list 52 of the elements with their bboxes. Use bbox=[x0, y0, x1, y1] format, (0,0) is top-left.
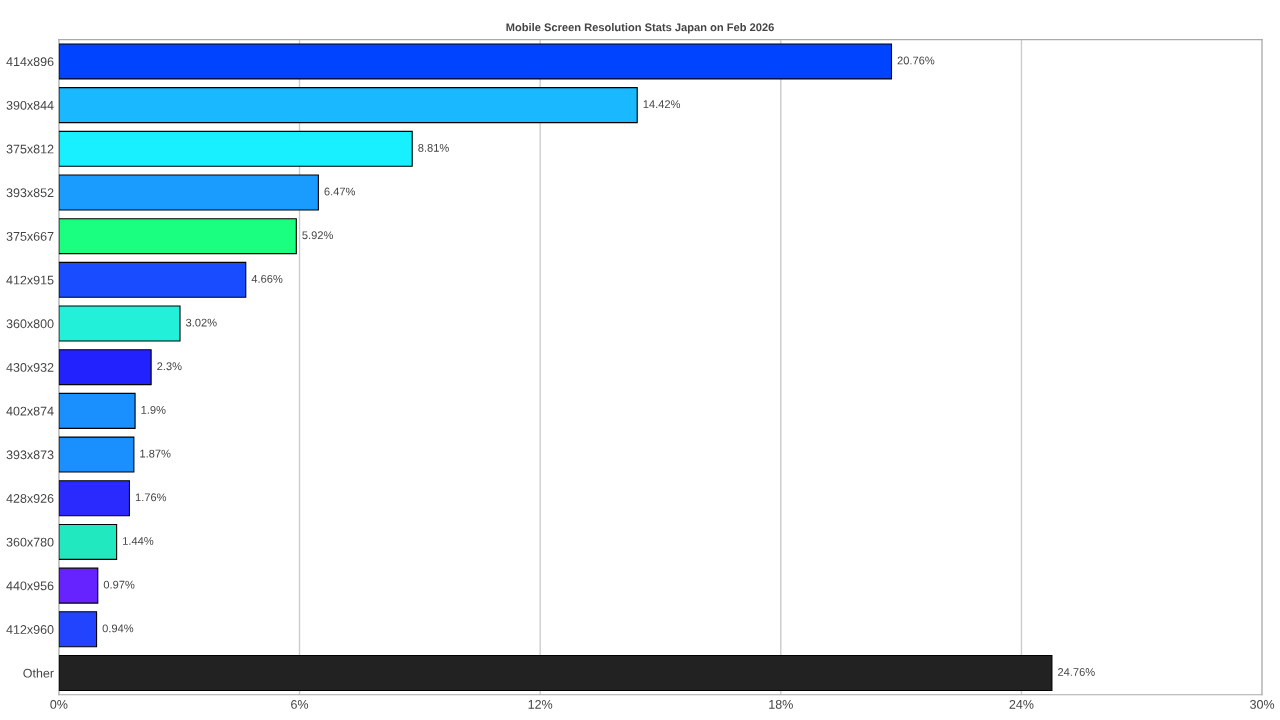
y-tick-label: 393x852 bbox=[6, 188, 54, 198]
data-label: 1.44% bbox=[123, 537, 154, 545]
y-tick-label: 430x932 bbox=[6, 363, 54, 372]
bar bbox=[58, 261, 247, 298]
x-tick-label: 12% bbox=[528, 699, 553, 709]
x-tick-label: 30% bbox=[1250, 699, 1275, 709]
data-label: 14.42% bbox=[643, 100, 681, 109]
bar bbox=[58, 174, 319, 211]
y-tick-label: 390x844 bbox=[6, 100, 54, 110]
data-label: 6.47% bbox=[324, 187, 356, 196]
data-label: 3.02% bbox=[185, 318, 217, 327]
data-label: 4.66% bbox=[251, 274, 283, 283]
bar bbox=[58, 43, 893, 80]
bar bbox=[58, 130, 413, 167]
bar bbox=[58, 480, 131, 517]
data-label: 1.87% bbox=[140, 449, 171, 458]
bar bbox=[58, 523, 118, 560]
bar bbox=[58, 218, 297, 255]
y-tick-label: Other bbox=[23, 668, 54, 678]
data-label: 5.92% bbox=[302, 231, 333, 240]
y-tick-label: 375x812 bbox=[6, 144, 54, 154]
bar bbox=[58, 349, 152, 386]
bar bbox=[58, 87, 638, 124]
x-tick-label: 18% bbox=[769, 699, 793, 709]
y-tick-label: 402x874 bbox=[6, 406, 54, 416]
y-tick-label: 375x667 bbox=[6, 231, 54, 241]
x-tick-label: 6% bbox=[291, 699, 309, 709]
x-tick-label: 0% bbox=[50, 699, 68, 709]
y-tick-label: 412x915 bbox=[6, 275, 54, 285]
y-tick-label: 414x896 bbox=[6, 57, 54, 67]
y-tick-label: 412x960 bbox=[6, 625, 54, 634]
y-tick-label: 440x956 bbox=[6, 581, 54, 591]
data-label: 8.81% bbox=[418, 143, 449, 152]
bar bbox=[58, 392, 136, 429]
y-tick-label: 360x800 bbox=[6, 319, 54, 329]
chart-subtitle: Mobile Screen Resolution Stats Japan on Feb 2026 bbox=[506, 23, 774, 34]
bar bbox=[58, 305, 181, 342]
data-label: 0.94% bbox=[102, 624, 134, 633]
y-tick-label: 428x926 bbox=[6, 494, 54, 503]
bar bbox=[58, 611, 98, 648]
x-tick-label: 24% bbox=[1009, 699, 1034, 709]
data-label: 20.76% bbox=[897, 56, 935, 65]
y-tick-label: 393x873 bbox=[6, 450, 54, 460]
bar bbox=[58, 436, 135, 473]
data-label: 1.76% bbox=[135, 493, 167, 502]
data-label: 1.9% bbox=[141, 405, 166, 414]
bar bbox=[58, 567, 99, 604]
data-label: 2.3% bbox=[157, 362, 182, 371]
data-label: 24.76% bbox=[1058, 668, 1095, 676]
y-tick-label: 360x780 bbox=[6, 537, 54, 547]
bar bbox=[58, 654, 1053, 691]
data-label: 0.97% bbox=[103, 580, 135, 589]
